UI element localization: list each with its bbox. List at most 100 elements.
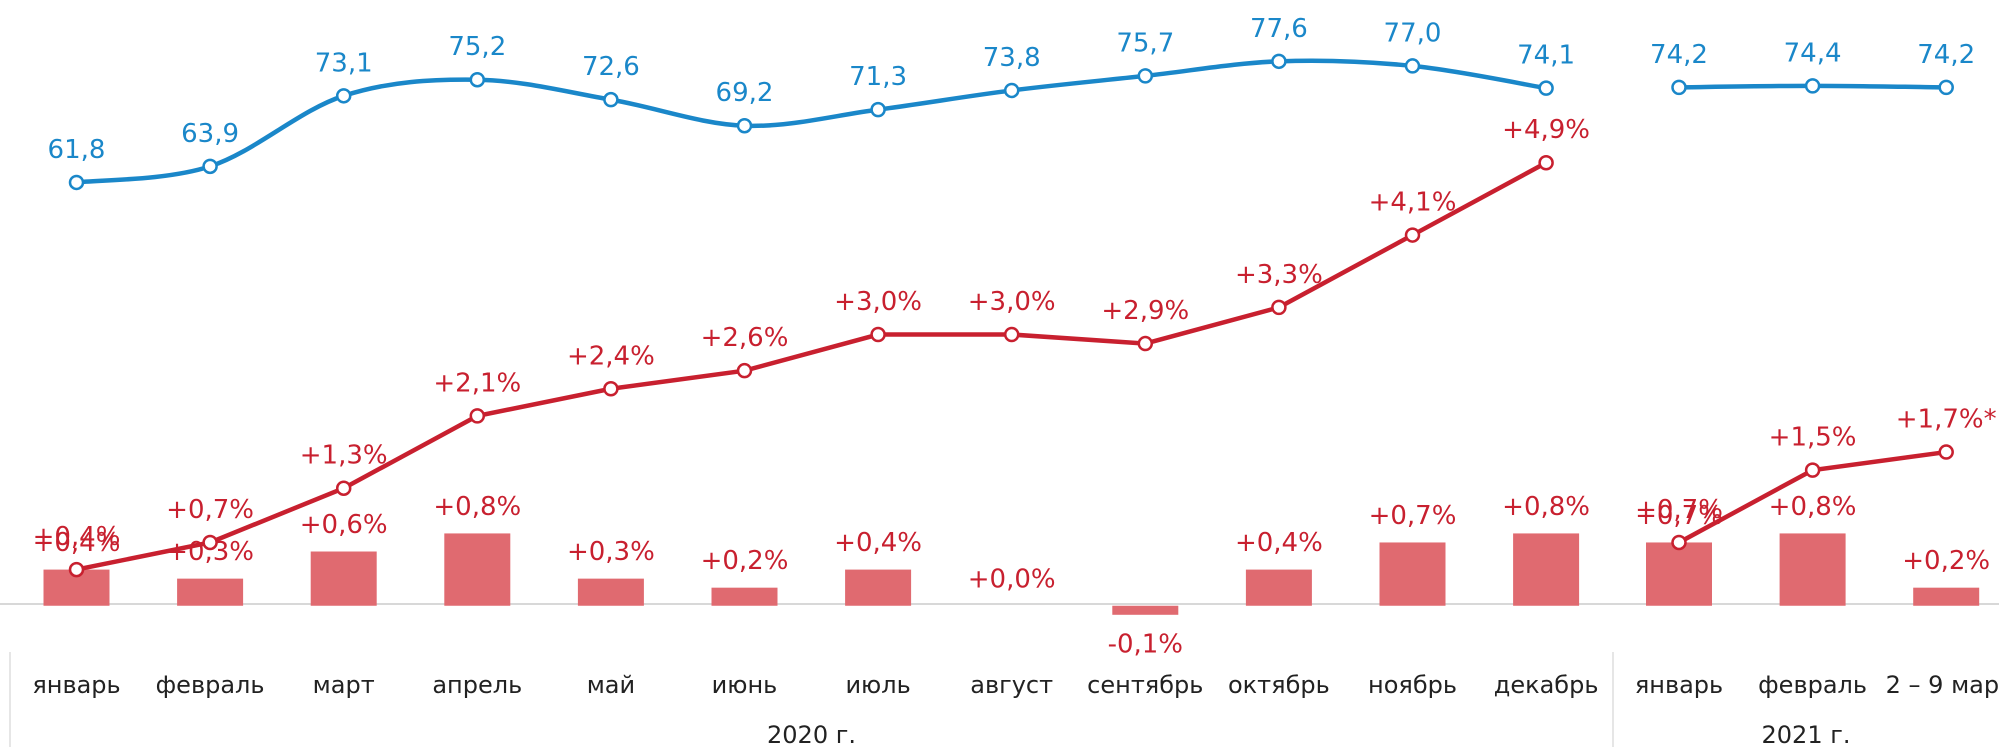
bar [1913, 587, 1980, 606]
bar [1779, 533, 1846, 606]
bar-label: +0,2% [1902, 546, 1990, 576]
point [1938, 79, 1954, 96]
point-label: +1,5% [1769, 423, 1857, 453]
point [202, 158, 218, 175]
point [603, 381, 619, 397]
x-tick-label: февраль [156, 671, 265, 699]
x-tick-label: сентябрь [1087, 671, 1203, 699]
point [1404, 58, 1421, 74]
bar [444, 533, 511, 606]
point-label: 77,0 [1384, 18, 1442, 48]
bar [1513, 533, 1580, 606]
point [68, 561, 85, 578]
point [1671, 534, 1687, 551]
point-label: 74,2 [1650, 40, 1708, 70]
bar-label: +0,2% [701, 546, 789, 576]
point [1404, 227, 1421, 243]
point [202, 534, 218, 551]
point-label: 77,6 [1250, 14, 1308, 44]
x-tick-label: март [313, 671, 375, 699]
point-label: 75,2 [448, 32, 506, 62]
bar [845, 569, 912, 606]
point [1804, 78, 1821, 94]
point-label: +2,6% [701, 323, 789, 353]
point-label: +2,4% [567, 341, 655, 371]
group-label: 2021 г. [1762, 721, 1851, 747]
point [68, 174, 85, 191]
point-label: 73,8 [983, 43, 1041, 73]
point-label: 75,7 [1116, 28, 1174, 58]
x-tick-label: июнь [712, 671, 778, 699]
x-tick-label: ноябрь [1368, 671, 1457, 699]
bar-label: +0,8% [433, 492, 521, 522]
point-label: 71,3 [849, 62, 907, 92]
x-tick-label: июль [845, 671, 910, 699]
bar-label: +0,0% [968, 564, 1056, 594]
point-label: 61,8 [48, 135, 106, 165]
point [870, 326, 886, 343]
point-label: +1,7%* [1896, 405, 1997, 435]
point-label: +0,4% [33, 522, 121, 552]
bar [310, 551, 377, 606]
point [1938, 444, 1954, 460]
bar [711, 587, 778, 606]
point-label: +0,7% [1635, 495, 1723, 525]
point [469, 408, 486, 424]
point-label: +1,3% [300, 441, 388, 471]
point-label: +4,1% [1369, 188, 1457, 218]
x-tick-label: апрель [432, 671, 522, 699]
x-tick-label: февраль [1758, 671, 1867, 699]
point [870, 101, 886, 118]
point [736, 362, 753, 379]
bar [577, 578, 644, 606]
point-label: +3,0% [968, 287, 1056, 317]
point [335, 480, 352, 496]
point-label: 74,2 [1917, 40, 1975, 70]
x-tick-label: декабрь [1494, 671, 1599, 699]
point [1003, 82, 1020, 99]
bar [1112, 605, 1179, 615]
point [736, 117, 753, 134]
point [1271, 53, 1287, 70]
point [335, 88, 352, 104]
x-tick-label: 2 – 9 мар. [1886, 671, 1999, 699]
bar-label: +0,4% [33, 528, 121, 558]
bar-label: +0,8% [1769, 492, 1857, 522]
bar-label: +0,4% [834, 528, 922, 558]
point [1804, 462, 1821, 478]
line [76, 58, 1547, 185]
point-label: +2,1% [433, 368, 521, 398]
point-label: 72,6 [582, 52, 640, 82]
x-tick-label: август [970, 671, 1053, 699]
point [1671, 79, 1687, 96]
bar-label: +0,6% [300, 510, 388, 540]
point [1271, 299, 1287, 316]
x-tick-label: октябрь [1228, 671, 1330, 699]
bar [177, 578, 244, 606]
bar-label: +0,7% [1369, 501, 1457, 531]
point-label: 73,1 [315, 48, 373, 78]
bar [1379, 542, 1446, 606]
x-tick-label: май [587, 671, 635, 699]
point-label: +3,0% [834, 287, 922, 317]
bar [1646, 542, 1712, 606]
point-label: +2,9% [1101, 296, 1189, 326]
point-label: 63,9 [181, 119, 239, 149]
point [469, 71, 486, 88]
point-label: +3,3% [1235, 260, 1323, 290]
point-label: 74,1 [1517, 41, 1575, 71]
point-label: 74,4 [1784, 38, 1842, 68]
group-label: 2020 г. [767, 721, 856, 747]
point-label: 69,2 [716, 78, 774, 108]
x-tick-label: январь [32, 671, 120, 699]
bar-label: +0,3% [567, 537, 655, 567]
point [1538, 154, 1554, 171]
point-label: +4,9% [1502, 115, 1590, 145]
point-label: +0,7% [166, 495, 254, 525]
bar [1245, 569, 1312, 606]
point [1137, 68, 1154, 84]
line [76, 160, 1548, 572]
bar-label: +0,8% [1502, 492, 1590, 522]
bar-label: +0,4% [1235, 528, 1323, 558]
